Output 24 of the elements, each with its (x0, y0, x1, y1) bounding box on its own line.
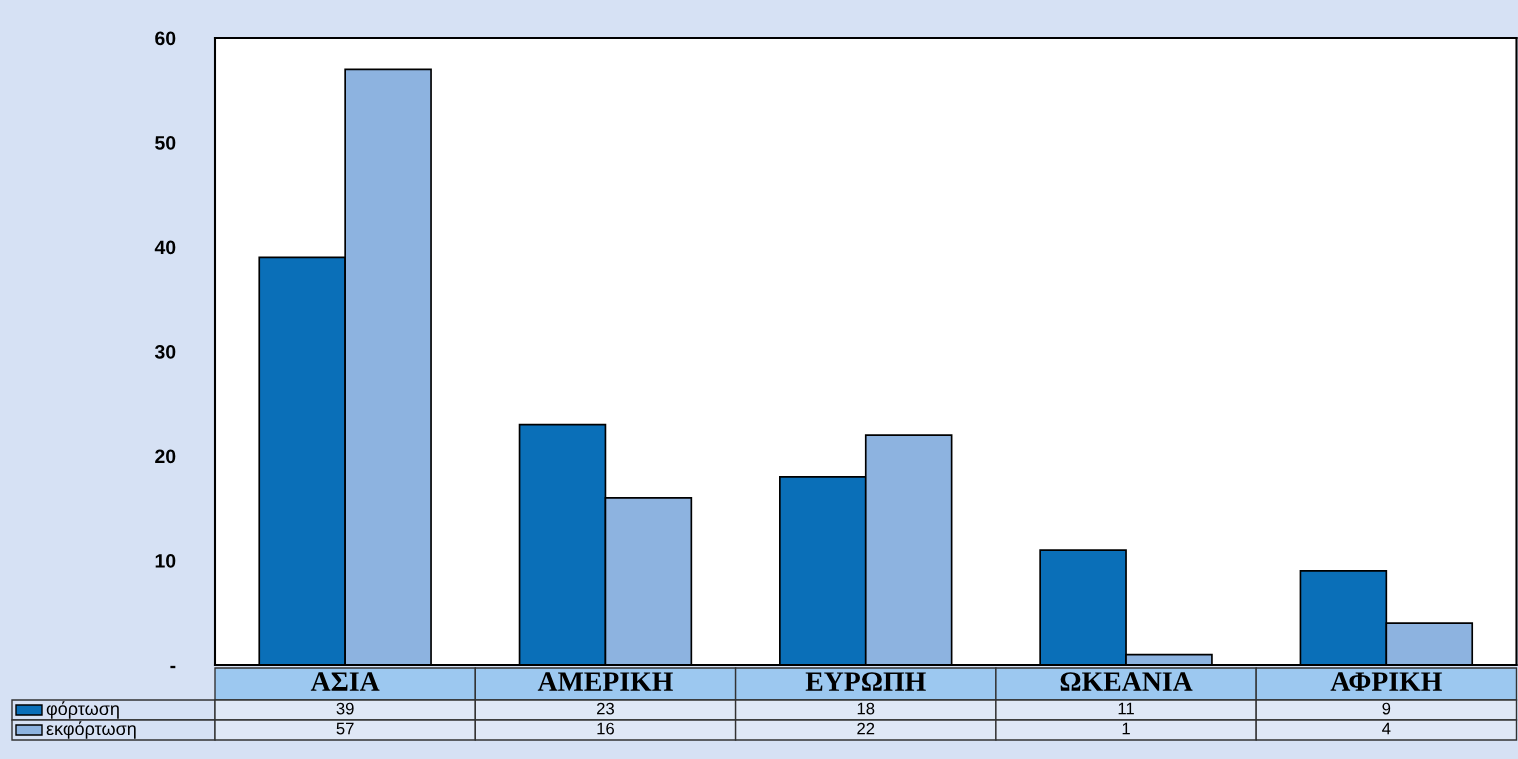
y-tick-label: 60 (155, 31, 176, 46)
y-tick-label: 30 (154, 344, 176, 359)
y-tick-label: 20 (155, 449, 176, 464)
data-label: 4 (1382, 722, 1391, 735)
x-tick-label: ΕΥΡΩΠΗ (805, 672, 926, 691)
legend-label: εκφόρτωση (46, 721, 136, 739)
data-label: 1 (1122, 722, 1130, 735)
x-tick-label: ΑΜΕΡΙΚΗ (537, 672, 673, 691)
x-tick-label: ΑΦΡΙΚΗ (1330, 672, 1442, 691)
y-tick-label: 10 (155, 553, 176, 568)
y-tick-label: 40 (154, 240, 176, 255)
data-label: 57 (336, 722, 354, 735)
x-tick-label: ΑΣΙΑ (310, 672, 380, 691)
y-tick-label: 50 (155, 135, 176, 150)
y-tick-label: - (170, 665, 176, 669)
data-label: 18 (857, 702, 875, 715)
data-label: 16 (597, 722, 614, 735)
data-label: 22 (857, 722, 875, 735)
data-label: 39 (336, 702, 354, 715)
legend-label: φόρτωση (46, 701, 119, 719)
data-label: 11 (1118, 702, 1134, 715)
data-label: 23 (597, 702, 614, 715)
data-label: 9 (1382, 702, 1391, 715)
x-tick-label: ΩΚΕΑΝΙΑ (1060, 672, 1193, 691)
